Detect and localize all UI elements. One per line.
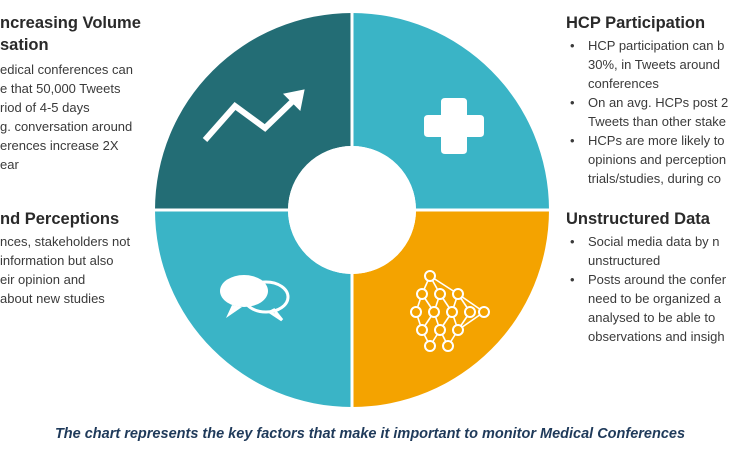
- network-node: [416, 324, 428, 336]
- panel-opinions-perceptions: nd Perceptions nces, stakeholders not in…: [0, 208, 130, 308]
- network-node: [410, 306, 422, 318]
- network-node: [424, 340, 436, 352]
- list-item: HCPs are more likely to opinions and per…: [566, 131, 728, 188]
- panel-unstructured-data: Unstructured Data Social media data by n…: [566, 208, 726, 346]
- panel-title: nd Perceptions: [0, 210, 120, 228]
- panel-increasing-volume: ncreasing Volume sation edical conferenc…: [0, 12, 141, 174]
- network-node: [452, 324, 464, 336]
- panel-title: ncreasing Volume sation: [0, 14, 141, 54]
- network-node: [442, 340, 454, 352]
- list-item: HCP participation can b 30%, in Tweets a…: [566, 36, 728, 93]
- network-node: [434, 288, 446, 300]
- panel-title: Unstructured Data: [566, 210, 710, 228]
- network-node: [446, 306, 458, 318]
- network-node: [428, 306, 440, 318]
- segment-increasing-volume: [155, 13, 352, 210]
- network-node: [434, 324, 446, 336]
- network-node: [464, 306, 476, 318]
- neural-network-icon: [410, 270, 490, 352]
- donut-center: [288, 146, 416, 274]
- bullet-list: Social media data by n unstructured Post…: [566, 232, 726, 346]
- panel-title: HCP Participation: [566, 14, 706, 32]
- network-node: [478, 306, 490, 318]
- medical-cross-icon: [424, 98, 484, 154]
- panel-hcp-participation: HCP Participation HCP participation can …: [566, 12, 728, 188]
- bullet-list: HCP participation can b 30%, in Tweets a…: [566, 36, 728, 188]
- list-item: On an avg. HCPs post 2 Tweets than other…: [566, 93, 728, 131]
- speech-bubbles-icon: [220, 275, 290, 322]
- panel-body: nces, stakeholders not information but a…: [0, 234, 131, 306]
- trend-up-arrow-icon: [202, 89, 305, 142]
- list-item: Social media data by n unstructured: [566, 232, 726, 270]
- list-item: Posts around the confer need to be organ…: [566, 270, 726, 346]
- network-node: [424, 270, 436, 282]
- network-node: [452, 288, 464, 300]
- network-node: [416, 288, 428, 300]
- panel-body: edical conferences can e that 50,000 Twe…: [0, 62, 133, 172]
- figure-caption: The chart represents the key factors tha…: [54, 426, 686, 442]
